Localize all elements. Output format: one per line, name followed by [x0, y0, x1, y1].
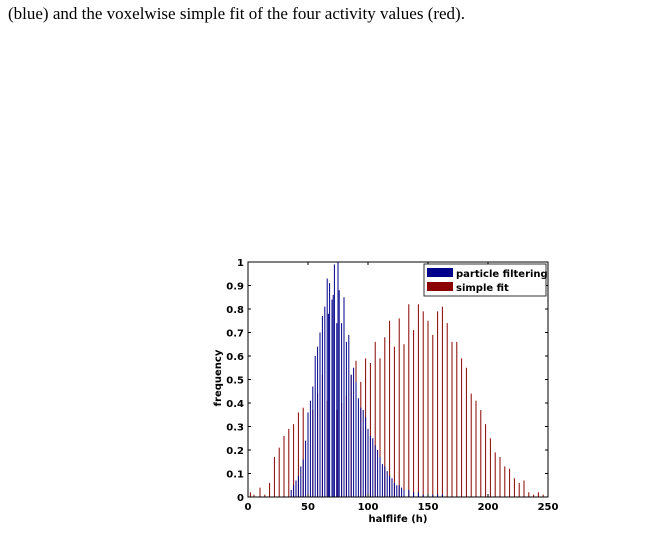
x-tick-label-0: 0 — [245, 502, 252, 513]
legend-swatch-particle-filtering — [427, 268, 453, 277]
y-tick-label-3: 0.3 — [226, 423, 244, 434]
y-tick-label-0: 0 — [237, 493, 244, 504]
x-tick-label-3: 150 — [418, 502, 439, 513]
bars-layer — [249, 262, 544, 497]
y-tick-label-8: 0.8 — [226, 305, 244, 316]
legend-label-particle-filtering: particle filtering — [456, 269, 548, 280]
y-tick-layer: 0 0.1 0.2 0.3 0.4 0.5 0.6 0.7 0.8 0.9 1 — [226, 258, 548, 504]
y-tick-label-1: 0.1 — [226, 470, 244, 481]
y-axis-label: frequency — [213, 349, 224, 406]
x-tick-label-4: 200 — [478, 502, 499, 513]
y-tick-label-7: 0.7 — [226, 329, 244, 340]
y-tick-label-2: 0.2 — [226, 446, 244, 457]
x-tick-label-5: 250 — [538, 502, 559, 513]
y-tick-label-6: 0.6 — [226, 352, 244, 363]
legend-label-simple-fit: simple fit — [456, 283, 509, 294]
legend: particle filtering simple fit — [423, 263, 548, 297]
figure-caption: (blue) and the voxelwise simple fit of t… — [8, 4, 465, 23]
y-tick-label-5: 0.5 — [226, 376, 244, 387]
legend-swatch-simple-fit — [427, 282, 453, 291]
y-tick-label-9: 0.9 — [226, 282, 244, 293]
x-axis-label: halflife (h) — [368, 514, 427, 525]
plot-frame — [247, 261, 549, 498]
x-tick-label-2: 100 — [358, 502, 379, 513]
y-tick-label-10: 1 — [237, 258, 244, 269]
x-tick-label-1: 50 — [301, 502, 315, 513]
x-tick-layer: 0 50 100 150 200 250 — [245, 262, 559, 513]
y-tick-label-4: 0.4 — [226, 399, 244, 410]
